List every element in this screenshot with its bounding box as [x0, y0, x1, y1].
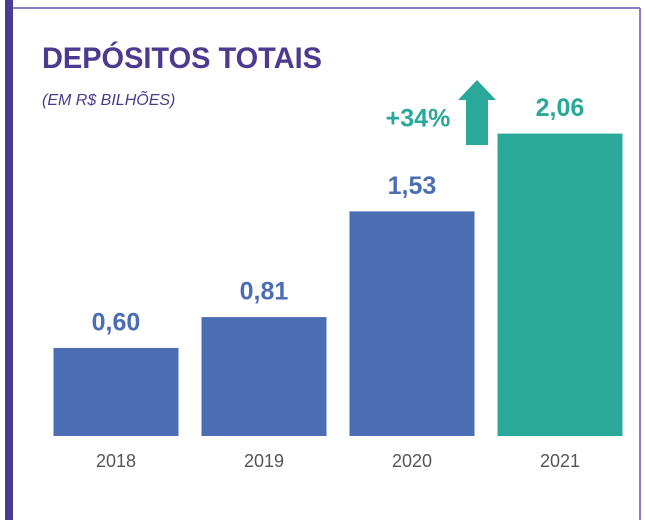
- bar: [349, 211, 475, 436]
- value-label: 2,06: [536, 94, 585, 122]
- x-tick-label: 2018: [96, 451, 136, 471]
- value-label: 0,60: [92, 309, 141, 337]
- value-label: 0,81: [240, 278, 289, 306]
- bar: [497, 133, 623, 437]
- chart-title: DEPÓSITOS TOTAIS: [42, 41, 322, 75]
- x-tick-label: 2021: [540, 451, 580, 471]
- chart-subtitle: (EM R$ BILHÕES): [42, 90, 175, 109]
- x-tick-label: 2019: [244, 451, 284, 471]
- bar: [53, 347, 179, 436]
- left-border: [5, 0, 13, 520]
- x-tick-label: 2020: [392, 451, 432, 471]
- bar: [201, 317, 327, 436]
- value-label: 1,53: [388, 172, 437, 200]
- growth-arrow: [458, 80, 496, 145]
- annotation: +34%: [386, 105, 451, 133]
